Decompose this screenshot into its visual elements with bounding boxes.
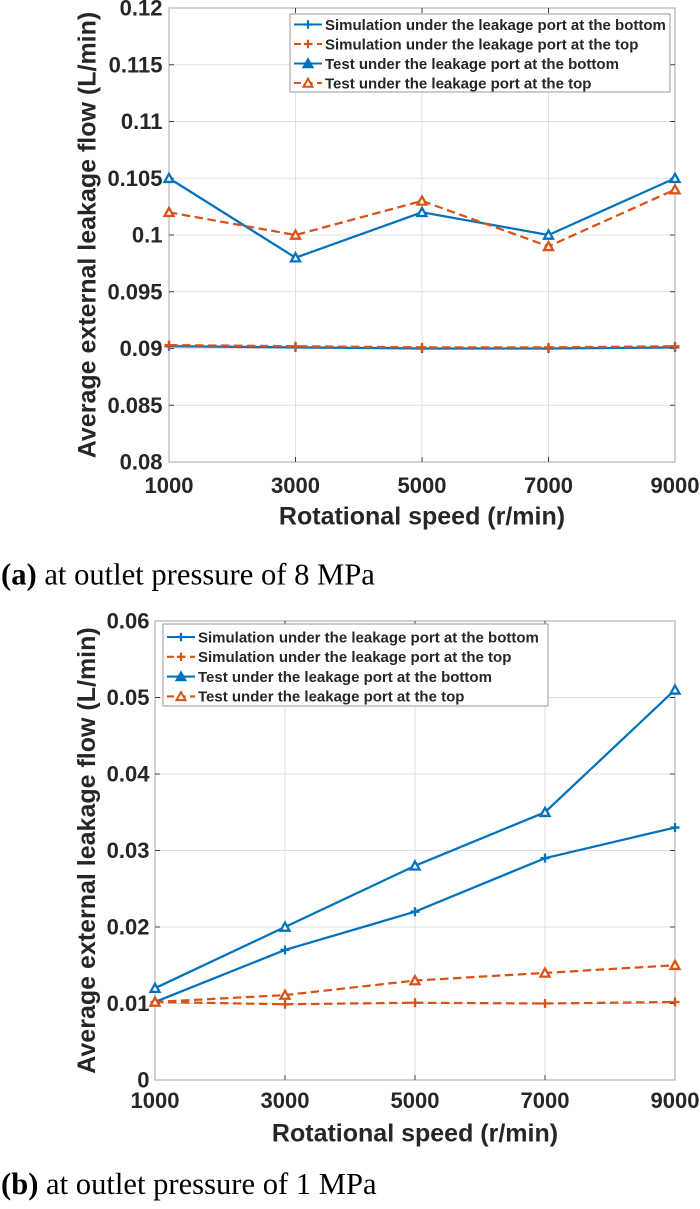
svg-text:Simulation under the leakage p: Simulation under the leakage port at the… (325, 17, 666, 34)
svg-text:0.05: 0.05 (107, 685, 150, 710)
svg-text:0.08: 0.08 (120, 450, 163, 475)
svg-text:0.1: 0.1 (132, 223, 163, 248)
svg-text:9000: 9000 (651, 1088, 700, 1113)
svg-text:Rotational speed (r/min): Rotational speed (r/min) (272, 1120, 558, 1148)
svg-text:0.09: 0.09 (120, 336, 163, 361)
svg-text:0.11: 0.11 (121, 109, 163, 134)
svg-text:Average external leakage flow: Average external leakage flow (L/min) (73, 627, 101, 1073)
svg-text:Average external leakage flow: Average external leakage flow (L/min) (74, 12, 102, 458)
svg-text:Simulation under the leakage p: Simulation under the leakage port at the… (325, 36, 638, 53)
svg-text:Simulation under the leakage p: Simulation under the leakage port at the… (198, 629, 539, 646)
svg-text:7000: 7000 (521, 1088, 570, 1113)
svg-text:0.01: 0.01 (107, 991, 150, 1016)
svg-text:0.105: 0.105 (107, 166, 162, 191)
svg-text:Simulation under the leakage p: Simulation under the leakage port at the… (198, 649, 511, 666)
svg-text:Test under the leakage port at: Test under the leakage port at the botto… (325, 56, 619, 73)
svg-text:1000: 1000 (131, 1088, 180, 1113)
svg-text:7000: 7000 (524, 473, 573, 498)
svg-text:0.02: 0.02 (107, 915, 150, 940)
svg-text:0.12: 0.12 (120, 0, 163, 21)
svg-text:5000: 5000 (391, 1088, 440, 1113)
svg-text:0.095: 0.095 (107, 279, 162, 304)
svg-text:3000: 3000 (261, 1088, 310, 1113)
svg-text:9000: 9000 (651, 473, 700, 498)
svg-text:0.06: 0.06 (107, 609, 150, 634)
svg-text:Test under the leakage port at: Test under the leakage port at the top (198, 689, 464, 706)
svg-text:3000: 3000 (271, 473, 320, 498)
svg-text:Test under the leakage port at: Test under the leakage port at the top (325, 75, 591, 92)
svg-text:Test under the leakage port at: Test under the leakage port at the botto… (198, 669, 492, 686)
svg-text:Rotational speed (r/min): Rotational speed (r/min) (279, 503, 565, 531)
svg-text:0: 0 (137, 1068, 149, 1093)
svg-text:0.115: 0.115 (109, 52, 163, 77)
svg-text:0.03: 0.03 (107, 838, 150, 863)
svg-text:0.04: 0.04 (107, 762, 151, 787)
svg-text:(a) at outlet pressure of 8 MP: (a) at outlet pressure of 8 MPa (1, 558, 375, 592)
svg-text:1000: 1000 (145, 473, 194, 498)
svg-text:(b) at outlet pressure of 1 MP: (b) at outlet pressure of 1 MPa (1, 1167, 377, 1201)
svg-text:5000: 5000 (398, 473, 447, 498)
svg-text:0.085: 0.085 (107, 393, 162, 418)
